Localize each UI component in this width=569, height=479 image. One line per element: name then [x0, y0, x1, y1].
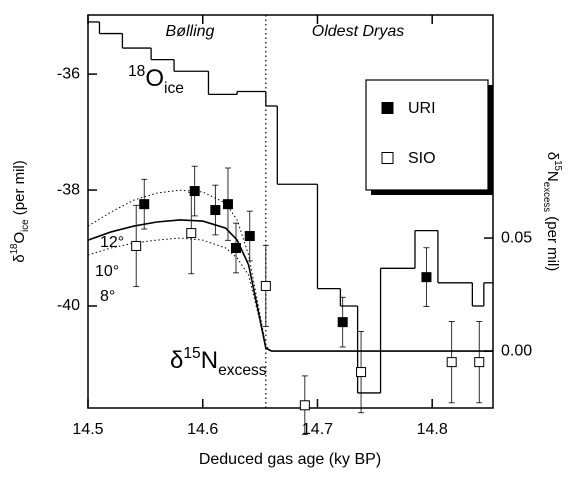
marker — [337, 317, 348, 328]
legend-marker — [381, 152, 394, 164]
label-part: δ — [170, 347, 183, 374]
legend-label: SIO — [408, 150, 436, 167]
label-part: δ — [544, 152, 561, 160]
label-part: O — [11, 232, 28, 244]
y2-tick-label: 0.05 — [501, 229, 532, 246]
model-label: 12° — [100, 234, 124, 251]
y-tick-label: -38 — [57, 181, 80, 198]
rich-label: δ15Nexcess (per mil) — [541, 152, 563, 272]
period-label: Oldest Dryas — [312, 23, 404, 40]
marker — [186, 228, 197, 239]
label-part: 18 — [128, 63, 145, 80]
marker — [356, 367, 367, 378]
legend-marker — [381, 102, 394, 114]
rich-label: 18Oice — [128, 63, 184, 97]
marker — [446, 357, 457, 368]
label-part: O — [145, 65, 164, 92]
label-part: ice — [20, 219, 31, 231]
legend-label: URI — [408, 100, 436, 117]
rich-label: δ18Oice (per mil) — [9, 160, 31, 263]
label-part: (per mil) — [544, 212, 561, 271]
y-tick-label: -36 — [57, 65, 80, 82]
model-curve — [87, 219, 493, 352]
x-tick-label: 14.6 — [187, 421, 218, 438]
label-part: ice — [164, 80, 184, 97]
label-part: 15 — [552, 160, 563, 171]
label-part: δ — [11, 254, 28, 262]
label-part: 18 — [9, 244, 20, 255]
y-tick-label: -40 — [57, 297, 80, 314]
marker — [210, 205, 221, 216]
x-tick-label: 14.5 — [72, 421, 103, 438]
model-curve — [87, 237, 493, 352]
label-part: excess — [218, 362, 267, 379]
marker — [231, 242, 242, 253]
marker — [131, 240, 142, 251]
marker — [244, 231, 255, 242]
x-tick-label: 14.8 — [417, 421, 448, 438]
label-part: N — [544, 171, 561, 182]
marker — [139, 199, 150, 210]
marker — [260, 280, 271, 291]
x-axis-title: Deduced gas age (ky BP) — [199, 451, 381, 468]
label-part: 15 — [183, 345, 201, 362]
plot-frame — [87, 14, 494, 409]
model-label: 8° — [100, 288, 115, 305]
model-curve — [87, 189, 493, 352]
marker — [222, 199, 233, 210]
model-label: 10° — [95, 263, 119, 280]
legend-box — [365, 79, 489, 191]
label-part: N — [201, 347, 218, 374]
period-label: Bølling — [166, 23, 215, 40]
x-tick-label: 14.7 — [302, 421, 333, 438]
y2-tick-label: 0.00 — [501, 342, 532, 359]
marker — [421, 272, 432, 283]
rich-label: δ15Nexcess — [170, 345, 267, 379]
marker — [474, 357, 485, 368]
marker — [299, 400, 310, 411]
marker — [189, 186, 200, 197]
label-part: excess — [541, 182, 552, 212]
label-part: (per mil) — [11, 160, 28, 219]
